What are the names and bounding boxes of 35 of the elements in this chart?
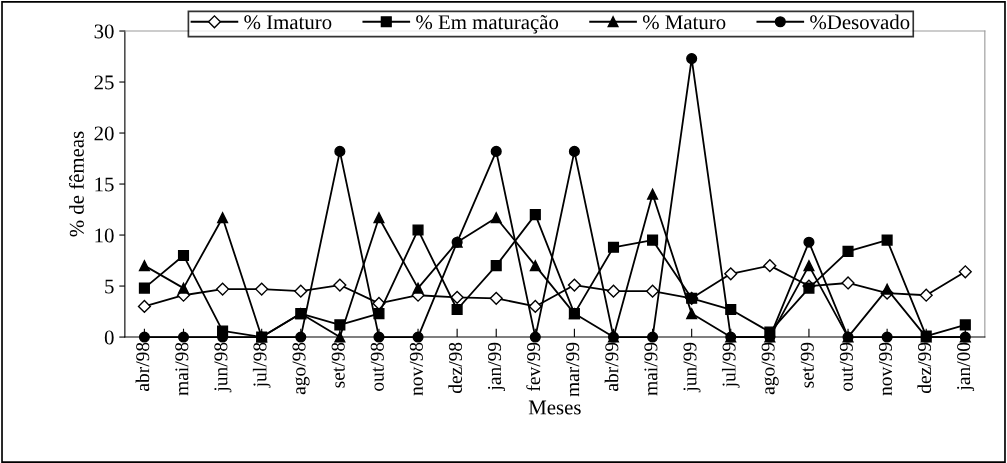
legend-label: % Imaturo (244, 15, 332, 30)
x-tick-label: mar/99 (566, 342, 580, 397)
y-axis-title: % de fêmeas (68, 131, 84, 237)
y-tick-label: 25 (94, 75, 114, 90)
x-tick-label: mai/99 (644, 342, 658, 396)
x-tick-label: out/98 (370, 342, 384, 391)
y-tick-label: 0 (104, 330, 114, 345)
x-tick-label: abr/98 (135, 342, 150, 391)
y-tick-label: 15 (95, 177, 114, 192)
y-tick-label: 20 (94, 126, 114, 141)
x-tick-label: jun/99 (683, 342, 701, 393)
x-tick-label: ago/99 (761, 342, 779, 395)
legend-label: %Desovado (810, 14, 910, 30)
x-tick-label: out/99 (839, 342, 853, 391)
x-tick-label: fev/99 (526, 342, 541, 391)
x-tick-label: set/98 (331, 342, 345, 388)
y-tick-label: 30 (94, 24, 114, 39)
x-tick-label: jan/99 (488, 342, 506, 392)
x-tick-label: abr/99 (604, 342, 619, 391)
x-tick-label: jun/98 (214, 342, 232, 393)
x-tick-label: mai/98 (175, 342, 189, 396)
x-tick-label: jan/00 (957, 342, 975, 392)
x-tick-label: jul/98 (252, 342, 271, 388)
x-axis-title: Meses (528, 400, 581, 415)
x-tick-label: dez/99 (917, 342, 932, 394)
legend-label: % Maturo (642, 15, 726, 30)
legend-label: % Em maturação (416, 15, 559, 34)
x-tick-label: jul/99 (721, 342, 740, 388)
x-tick-label: set/99 (800, 342, 814, 388)
x-tick-label: dez/98 (448, 342, 462, 394)
x-tick-label: nov/98 (409, 342, 423, 396)
x-tick-label: ago/98 (292, 342, 310, 395)
x-tick-label: nov/99 (878, 342, 892, 396)
y-tick-label: 5 (105, 279, 114, 294)
y-tick-label: 10 (95, 228, 114, 243)
